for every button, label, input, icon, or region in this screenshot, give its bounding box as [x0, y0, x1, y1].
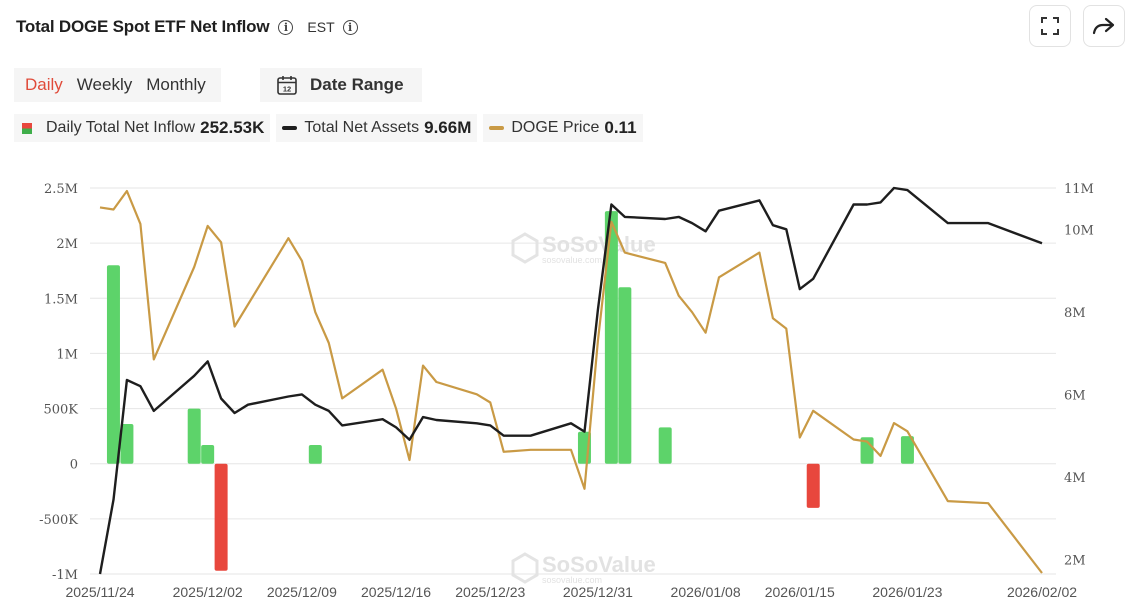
- svg-text:12: 12: [283, 85, 291, 94]
- y-left-tick-label: 1.5M: [44, 292, 78, 307]
- page-title: Total DOGE Spot ETF Net Inflow: [16, 17, 270, 36]
- inflow-chart[interactable]: -1M -500K 0 500K 1M 1.5M 2M 2.5M 2M 4M 6M 8M 10M 11M 2…: [0, 160, 1136, 610]
- watermark-brand: SoSoValue: [542, 552, 656, 577]
- inflow-bar: [604, 211, 618, 464]
- y-right-tick-label: 8M: [1064, 306, 1086, 321]
- y-left-tick-label: -500K: [39, 513, 78, 528]
- inflow-bar: [106, 265, 120, 464]
- date-range-label: Date Range: [310, 75, 404, 94]
- x-tick-label: 2025/12/23: [455, 584, 525, 600]
- legend-inflow-swatch: [22, 122, 32, 134]
- y-right-tick-label: 6M: [1064, 388, 1086, 403]
- chart-legend: Daily Total Net Inflow 252.53K Total Net…: [14, 114, 649, 142]
- x-tick-label: 2025/11/24: [65, 584, 134, 600]
- y-left-tick-label: 500K: [43, 403, 78, 418]
- x-tick-label: 2026/01/23: [872, 584, 942, 600]
- assets-line: [98, 186, 1043, 575]
- watermark-logo-icon: [511, 232, 539, 264]
- watermark-site: sosovalue.com: [542, 255, 602, 265]
- legend-assets-value: 9.66M: [424, 118, 472, 137]
- x-tick-label: 2026/02/02: [1007, 584, 1077, 600]
- x-tick-label: 2026/01/15: [765, 584, 835, 600]
- watermark-logo-icon: [511, 552, 539, 584]
- y-left-tick-label: -1M: [52, 568, 78, 583]
- inflow-bar: [900, 436, 914, 464]
- fullscreen-button[interactable]: [1029, 5, 1071, 47]
- price-line: [99, 189, 1043, 574]
- inflow-bar: [201, 444, 215, 464]
- legend-price-label: DOGE Price: [511, 119, 600, 136]
- watermark-site: sosovalue.com: [542, 575, 602, 585]
- legend-price-value: 0.11: [604, 118, 637, 137]
- date-range-button[interactable]: 12 Date Range: [260, 68, 422, 102]
- legend-inflow-value: 252.53K: [200, 118, 265, 137]
- x-tick-label: 2026/01/08: [671, 584, 741, 600]
- legend-assets-label: Total Net Assets: [304, 119, 420, 136]
- inflow-bar: [214, 463, 228, 571]
- x-tick-label: 2025/12/09: [267, 584, 337, 600]
- x-tick-label: 2025/12/02: [173, 584, 243, 600]
- x-tick-label: 2025/12/31: [563, 584, 633, 600]
- y-right-tick-label: 10M: [1064, 223, 1094, 238]
- y-left-tick-label: 2.5M: [44, 182, 78, 197]
- legend-price[interactable]: DOGE Price 0.11: [483, 114, 643, 142]
- tab-daily[interactable]: Daily: [25, 75, 63, 94]
- legend-inflow-label: Daily Total Net Inflow: [46, 119, 196, 136]
- inflow-bar: [658, 427, 672, 464]
- share-icon: [1092, 17, 1115, 35]
- legend-inflow[interactable]: Daily Total Net Inflow 252.53K: [14, 114, 271, 142]
- legend-assets[interactable]: Total Net Assets 9.66M: [276, 114, 478, 142]
- calendar-icon: 12: [277, 76, 297, 95]
- legend-price-swatch: [489, 126, 505, 130]
- y-right-tick-label: 4M: [1064, 471, 1086, 486]
- timezone-info-icon[interactable]: i: [342, 19, 358, 35]
- tab-monthly[interactable]: Monthly: [146, 75, 206, 94]
- fullscreen-icon: [1041, 17, 1059, 35]
- x-tick-label: 2025/12/16: [361, 584, 431, 600]
- y-left-tick-label: 2M: [56, 237, 78, 252]
- legend-assets-swatch: [282, 126, 298, 130]
- share-button[interactable]: [1083, 5, 1125, 47]
- y-left-tick-label: 1M: [56, 347, 78, 362]
- inflow-bar: [618, 287, 632, 464]
- inflow-bar: [806, 463, 820, 508]
- watermark-brand: SoSoValue: [542, 232, 656, 257]
- info-icon[interactable]: i: [278, 19, 294, 35]
- title-row: Total DOGE Spot ETF Net Inflow i EST i: [16, 14, 358, 40]
- timezone-label: EST: [307, 19, 335, 35]
- period-tabs: Daily Weekly Monthly: [14, 68, 221, 102]
- y-right-tick-label: 11M: [1064, 182, 1094, 197]
- y-right-tick-label: 2M: [1064, 554, 1086, 569]
- tab-weekly[interactable]: Weekly: [76, 75, 133, 94]
- inflow-bar: [187, 408, 201, 464]
- inflow-bar: [308, 444, 322, 464]
- y-left-tick-label: 0: [70, 458, 78, 473]
- inflow-bar: [120, 424, 134, 464]
